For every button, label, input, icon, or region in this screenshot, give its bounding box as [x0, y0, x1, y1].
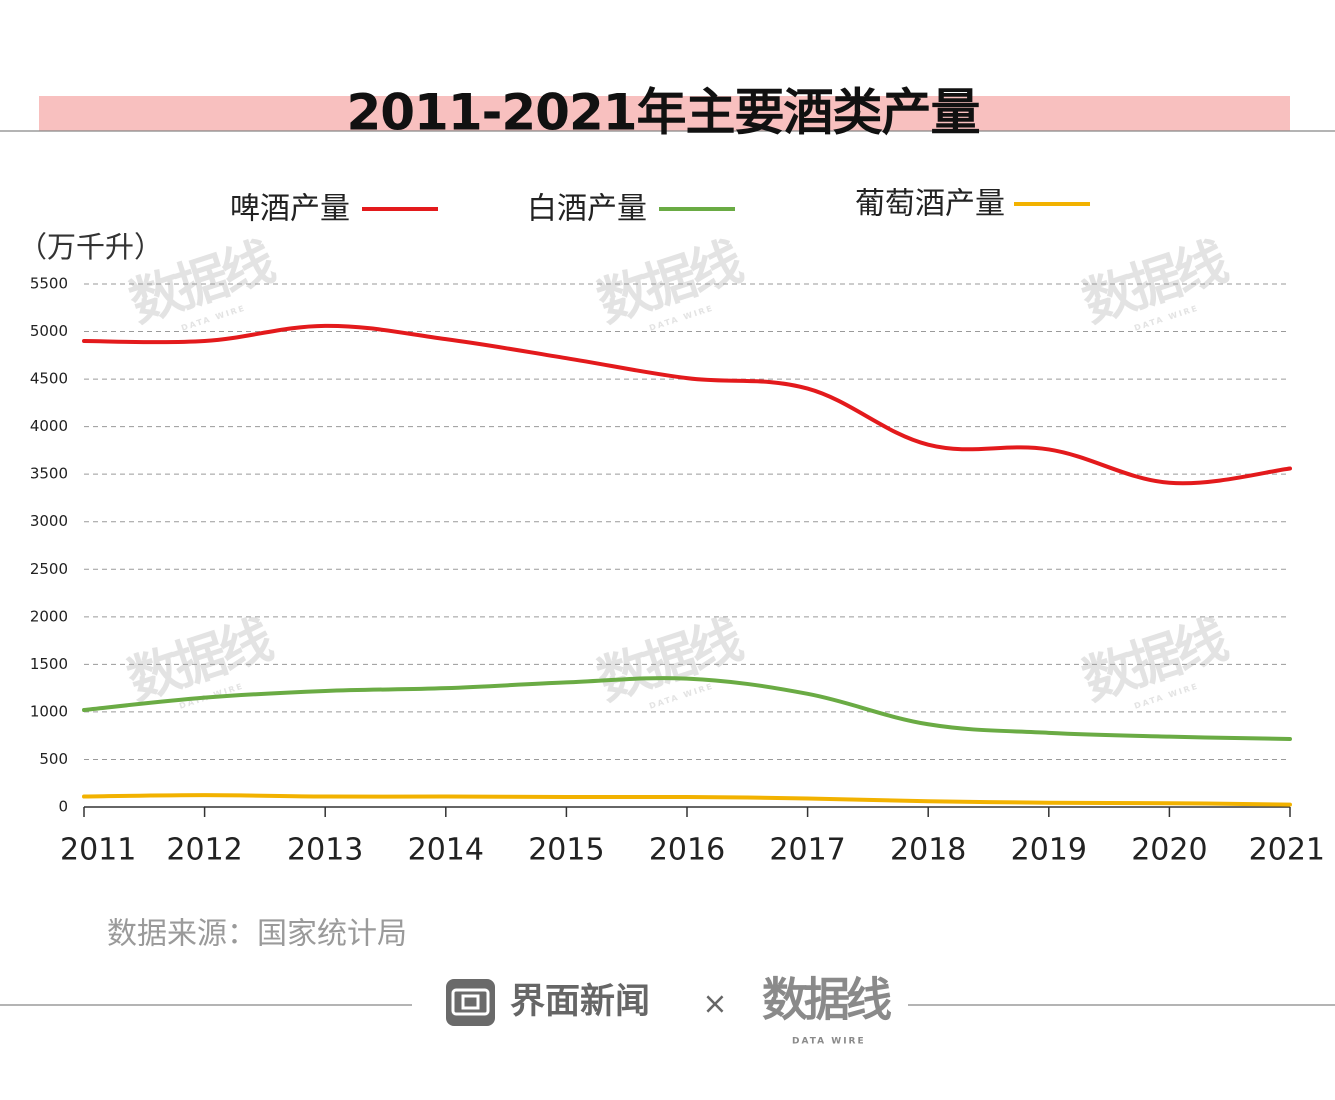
x-tick-2017: 2017 [769, 833, 845, 868]
y-axis-ticks: 5500500045004000350030002500200015001000… [30, 275, 68, 816]
series-line-wine [82, 793, 1292, 807]
series-beer [82, 323, 1292, 486]
x-tick-2016: 2016 [649, 833, 725, 868]
x-tick-2014: 2014 [408, 833, 484, 868]
series-line-baijiu [82, 676, 1292, 742]
y-tick-2000: 2000 [30, 607, 68, 625]
x-tick-2015: 2015 [528, 833, 604, 868]
x-tick-2020: 2020 [1131, 833, 1207, 868]
x-axis-ticks: 2011 2012 2013 2014 2015 2016 2017 2018 2019 2020… [60, 833, 1325, 868]
brand-name: 界面新闻 [510, 982, 650, 1022]
y-tick-0: 0 [58, 798, 68, 816]
datawire-logo: 数据线 [762, 973, 892, 1027]
x-axis [83, 806, 1291, 817]
y-tick-2500: 2500 [30, 560, 68, 578]
legend-label-beer: 啤酒产量 [230, 192, 350, 227]
header: 2011-2021年主要酒类产量 [0, 84, 1335, 142]
x-tick-2019: 2019 [1011, 833, 1087, 868]
x-tick-2011: 2011 [60, 833, 136, 868]
series-baijiu [82, 676, 1292, 742]
legend-item-beer: 啤酒产量 [230, 192, 438, 227]
data-source: 数据来源：国家统计局 [107, 917, 407, 952]
legend-label-baijiu: 白酒产量 [527, 192, 647, 227]
series-line-beer [82, 323, 1292, 486]
jiemian-logo-icon [446, 979, 495, 1026]
series-wine [82, 793, 1292, 807]
datawire-logo-sub: DATA WIRE [792, 1037, 866, 1047]
legend-label-wine: 葡萄酒产量 [855, 187, 1005, 222]
x-tick-2018: 2018 [890, 833, 966, 868]
title-band [39, 96, 1290, 131]
y-tick-4500: 4500 [30, 370, 68, 388]
y-tick-3500: 3500 [30, 465, 68, 483]
legend-item-wine: 葡萄酒产量 [855, 187, 1090, 222]
y-tick-5000: 5000 [30, 322, 68, 340]
chart-title: 2011-2021年主要酒类产量 [346, 84, 979, 142]
times-sign: × [702, 987, 727, 1022]
legend-item-baijiu: 白酒产量 [527, 192, 735, 227]
y-tick-1500: 1500 [30, 655, 68, 673]
x-tick-2021: 2021 [1249, 833, 1325, 868]
x-tick-2012: 2012 [166, 833, 242, 868]
footer: 界面新闻 × 数据线 DATA WIRE [0, 973, 1335, 1047]
y-axis-unit: （万千升） [18, 230, 163, 264]
y-tick-3000: 3000 [30, 512, 68, 530]
x-tick-2013: 2013 [287, 833, 363, 868]
y-tick-5500: 5500 [30, 275, 68, 293]
legend: 啤酒产量 白酒产量 葡萄酒产量 [230, 187, 1090, 227]
series-lines [82, 323, 1292, 807]
y-tick-500: 500 [39, 750, 68, 768]
y-tick-4000: 4000 [30, 417, 68, 435]
y-tick-1000: 1000 [30, 702, 68, 720]
